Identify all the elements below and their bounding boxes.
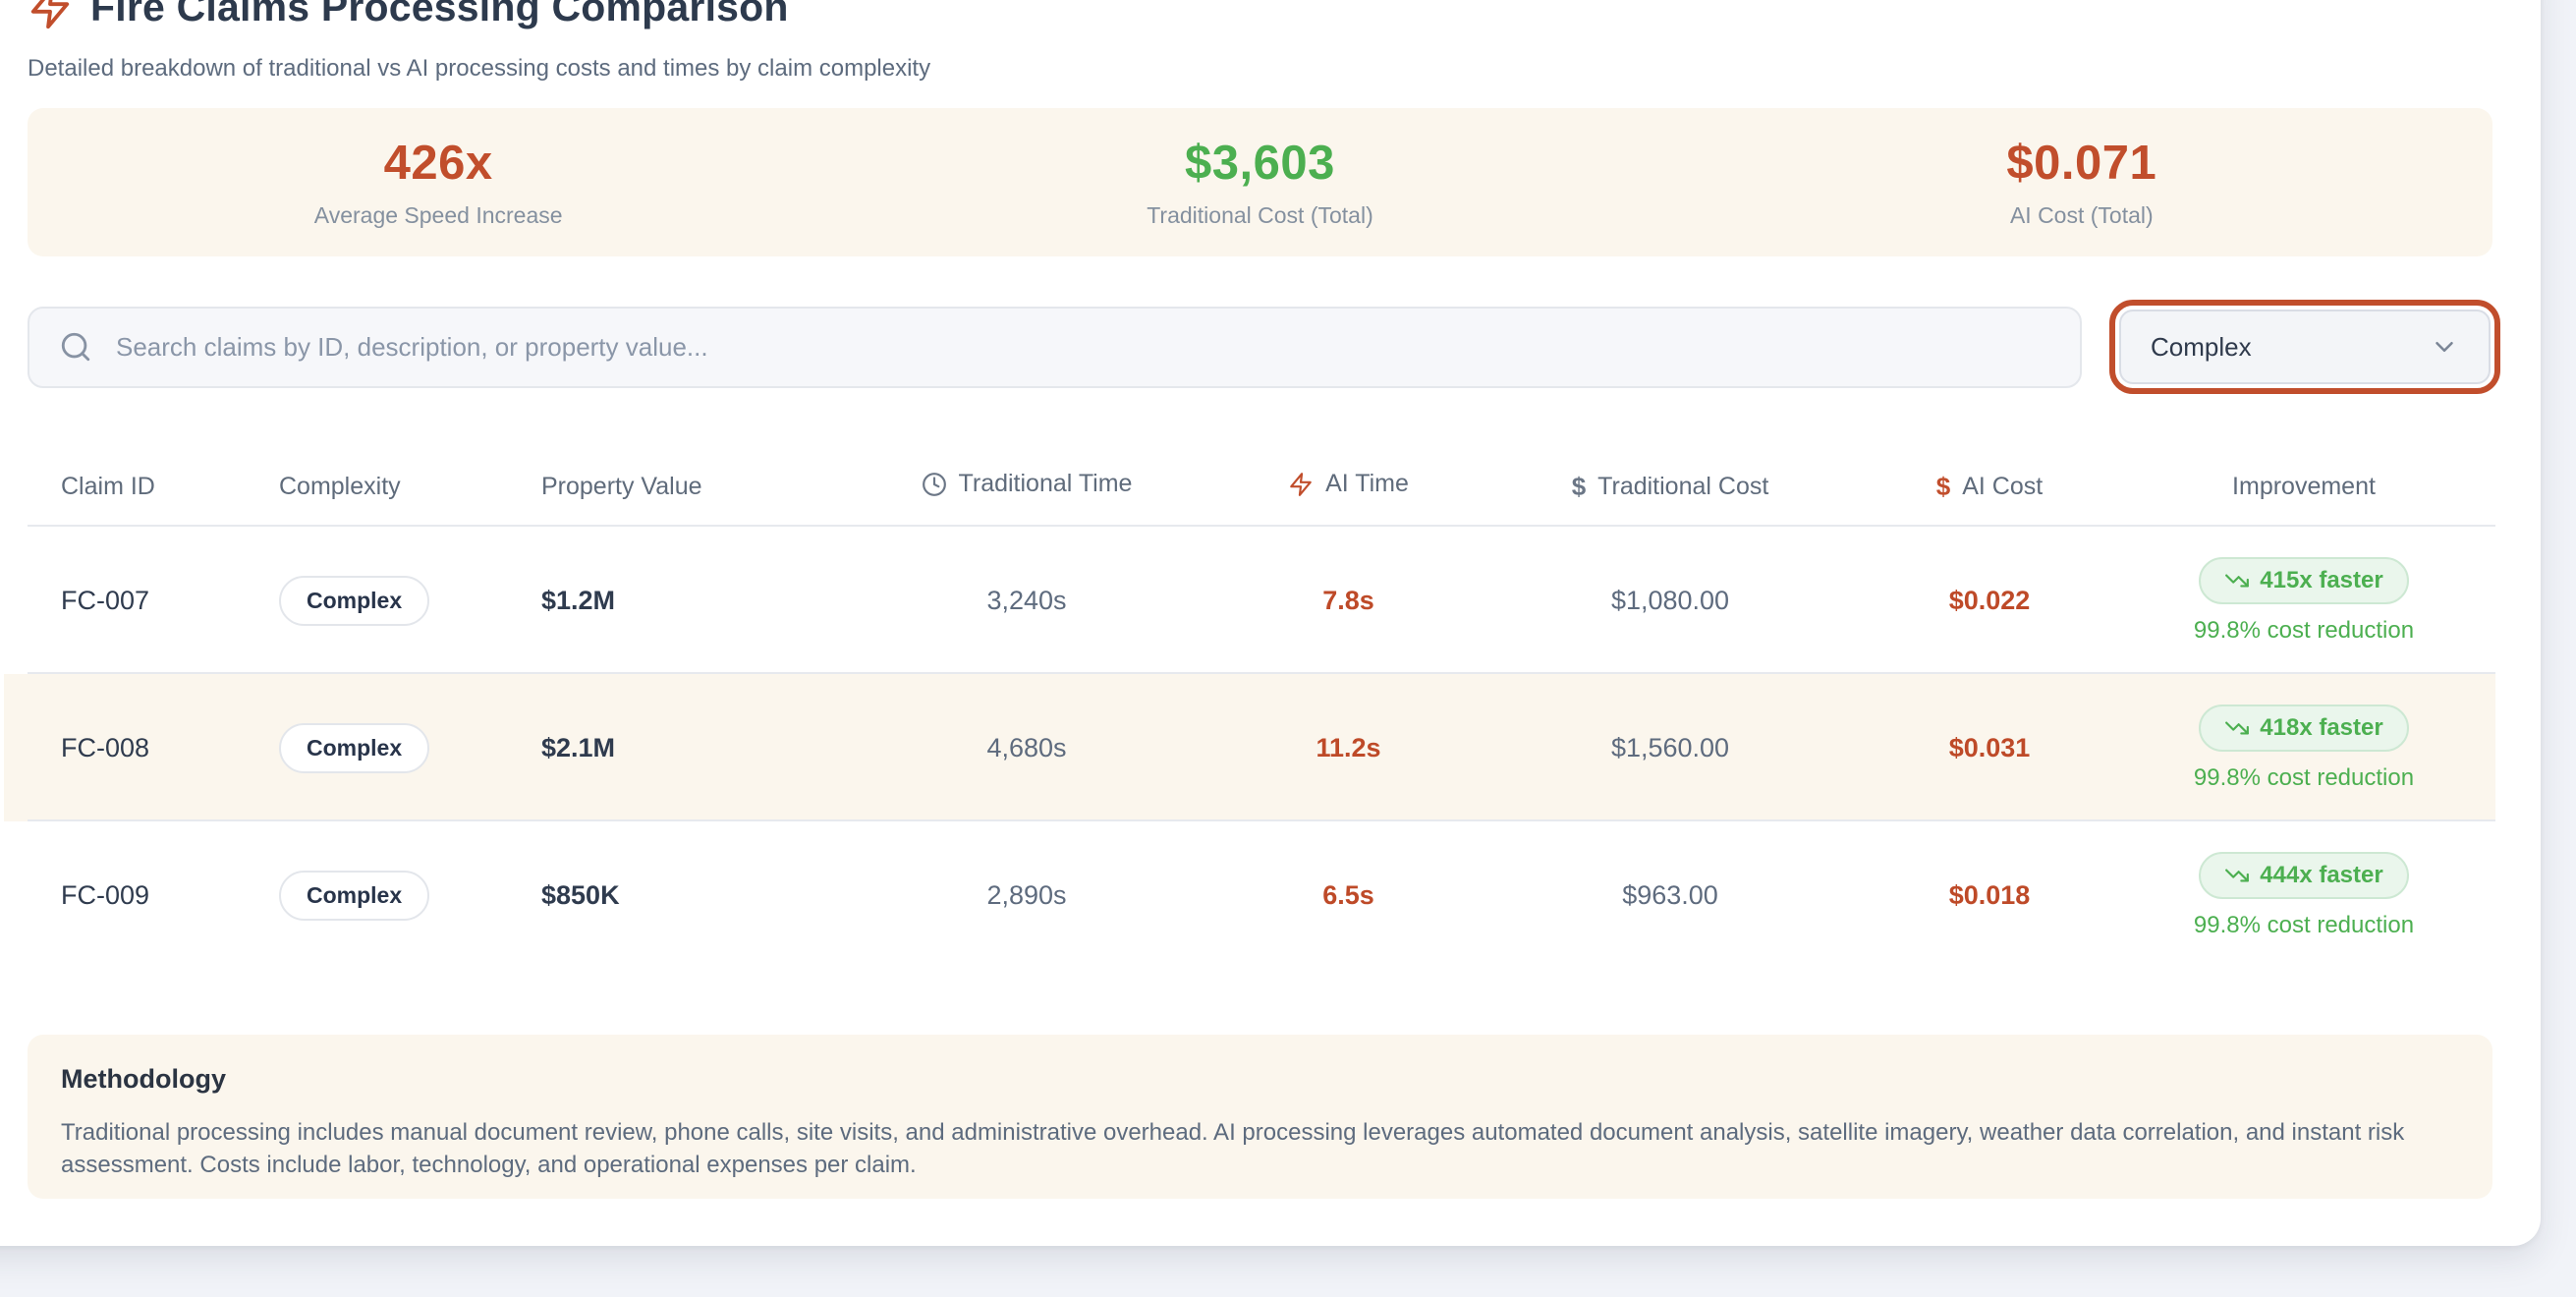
cell-complexity: Complex — [275, 870, 537, 921]
search-input[interactable] — [116, 308, 2050, 386]
complexity-filter-select[interactable]: Complex — [2119, 310, 2491, 384]
cell-ai-cost: $0.018 — [1948, 879, 2031, 910]
cell-claim-id: FC-007 — [61, 585, 150, 615]
cell-ai-cost: $0.031 — [1948, 732, 2031, 762]
complexity-filter-highlight-ring: Complex — [2109, 300, 2500, 394]
filter-controls: Complex — [28, 300, 2500, 394]
cell-claim-id: FC-008 — [61, 732, 150, 762]
col-header-traditional-time: Traditional Time — [865, 470, 1189, 504]
trending-down-icon — [2225, 869, 2250, 881]
stat-ai-cost-total: $0.071 AI Cost (Total) — [1671, 136, 2492, 229]
cell-improvement: 415x faster 99.8% cost reduction — [2147, 556, 2461, 645]
page-header: Fire Claims Processing Comparison — [28, 0, 789, 30]
cell-ai-cost: $0.022 — [1948, 585, 2031, 615]
speed-improvement-label: 418x faster — [2260, 713, 2383, 741]
col-header-label: AI Cost — [1962, 473, 2044, 500]
trending-down-icon — [2225, 721, 2250, 734]
table-row[interactable]: FC-007 Complex $1.2M 3,240s 7.8s $1,080.… — [4, 527, 2495, 674]
search-icon — [61, 332, 90, 362]
cell-improvement: 418x faster 99.8% cost reduction — [2147, 704, 2461, 792]
stat-value: $0.071 — [2006, 137, 2157, 190]
complexity-badge: Complex — [279, 575, 430, 626]
dollar-icon: $ — [1935, 472, 1951, 501]
col-header-ai-cost: $ AI Cost — [1832, 472, 2147, 502]
col-header-claim-id: Claim ID — [61, 473, 155, 500]
col-header-property-value: Property Value — [541, 473, 702, 500]
methodology-panel: Methodology Traditional processing inclu… — [28, 1035, 2492, 1199]
speed-improvement-badge: 418x faster — [2199, 704, 2409, 752]
page-subtitle: Detailed breakdown of traditional vs AI … — [28, 55, 931, 82]
stat-value: $3,603 — [1185, 137, 1335, 190]
zap-icon — [30, 0, 70, 28]
stat-label: Average Speed Increase — [313, 202, 563, 228]
chevron-down-icon — [2436, 342, 2453, 352]
cell-claim-id: FC-009 — [61, 879, 150, 910]
cell-ai-time: 7.8s — [1322, 585, 1374, 615]
cell-traditional-cost: $1,560.00 — [1610, 732, 1730, 762]
cost-reduction-label: 99.8% cost reduction — [2193, 763, 2415, 791]
speed-improvement-badge: 415x faster — [2199, 556, 2409, 604]
search-box[interactable] — [28, 306, 2082, 388]
cost-reduction-label: 99.8% cost reduction — [2193, 911, 2415, 938]
claims-table: Claim ID Complexity Property Value Tradi… — [4, 447, 2495, 969]
cell-property-value: $1.2M — [541, 585, 616, 615]
table-row[interactable]: FC-009 Complex $850K 2,890s 6.5s $963.00… — [4, 821, 2495, 969]
cell-ai-time: 6.5s — [1322, 879, 1374, 910]
col-header-traditional-cost: $ Traditional Cost — [1508, 472, 1832, 502]
speed-improvement-label: 444x faster — [2260, 861, 2383, 888]
cell-property-value: $2.1M — [541, 732, 616, 762]
cell-traditional-cost: $963.00 — [1622, 879, 1718, 910]
cell-traditional-time: 3,240s — [986, 585, 1067, 615]
col-header-ai-time: AI Time — [1189, 470, 1508, 504]
stat-label: Traditional Cost (Total) — [1147, 202, 1373, 228]
cell-complexity: Complex — [275, 575, 537, 626]
zap-icon — [1290, 472, 1312, 496]
complexity-badge: Complex — [279, 870, 430, 921]
cell-traditional-time: 2,890s — [986, 879, 1067, 910]
col-header-complexity: Complexity — [279, 473, 401, 500]
methodology-title: Methodology — [61, 1064, 226, 1094]
complexity-badge: Complex — [279, 722, 430, 773]
table-header-row: Claim ID Complexity Property Value Tradi… — [4, 447, 2495, 527]
methodology-body: Traditional processing includes manual d… — [61, 1119, 2405, 1178]
dollar-icon: $ — [1571, 472, 1587, 501]
stat-speed-increase: 426x Average Speed Increase — [28, 136, 849, 229]
stat-traditional-cost-total: $3,603 Traditional Cost (Total) — [849, 136, 1670, 229]
cost-reduction-label: 99.8% cost reduction — [2193, 616, 2415, 644]
cell-improvement: 444x faster 99.8% cost reduction — [2147, 851, 2461, 939]
page-title: Fire Claims Processing Comparison — [90, 0, 789, 29]
col-header-label: AI Time — [1325, 470, 1409, 498]
cell-ai-time: 11.2s — [1316, 732, 1381, 762]
selected-option-label: Complex — [2151, 331, 2252, 362]
page-content: Fire Claims Processing Comparison Detail… — [4, 0, 2500, 1297]
speed-improvement-label: 415x faster — [2260, 566, 2383, 593]
col-header-improvement: Improvement — [2232, 473, 2376, 500]
stat-label: AI Cost (Total) — [2009, 202, 2154, 228]
clock-icon — [922, 472, 946, 496]
trending-down-icon — [2225, 574, 2250, 587]
cell-traditional-time: 4,680s — [986, 732, 1067, 762]
speed-improvement-badge: 444x faster — [2199, 851, 2409, 899]
col-header-label: Traditional Time — [958, 470, 1133, 498]
summary-stats-bar: 426x Average Speed Increase $3,603 Tradi… — [28, 108, 2492, 256]
col-header-label: Traditional Cost — [1597, 473, 1769, 500]
cell-traditional-cost: $1,080.00 — [1610, 585, 1730, 615]
table-row[interactable]: FC-008 Complex $2.1M 4,680s 11.2s $1,560… — [4, 674, 2495, 821]
cell-property-value: $850K — [541, 879, 620, 910]
stat-value: 426x — [383, 137, 493, 190]
cell-complexity: Complex — [275, 722, 537, 773]
